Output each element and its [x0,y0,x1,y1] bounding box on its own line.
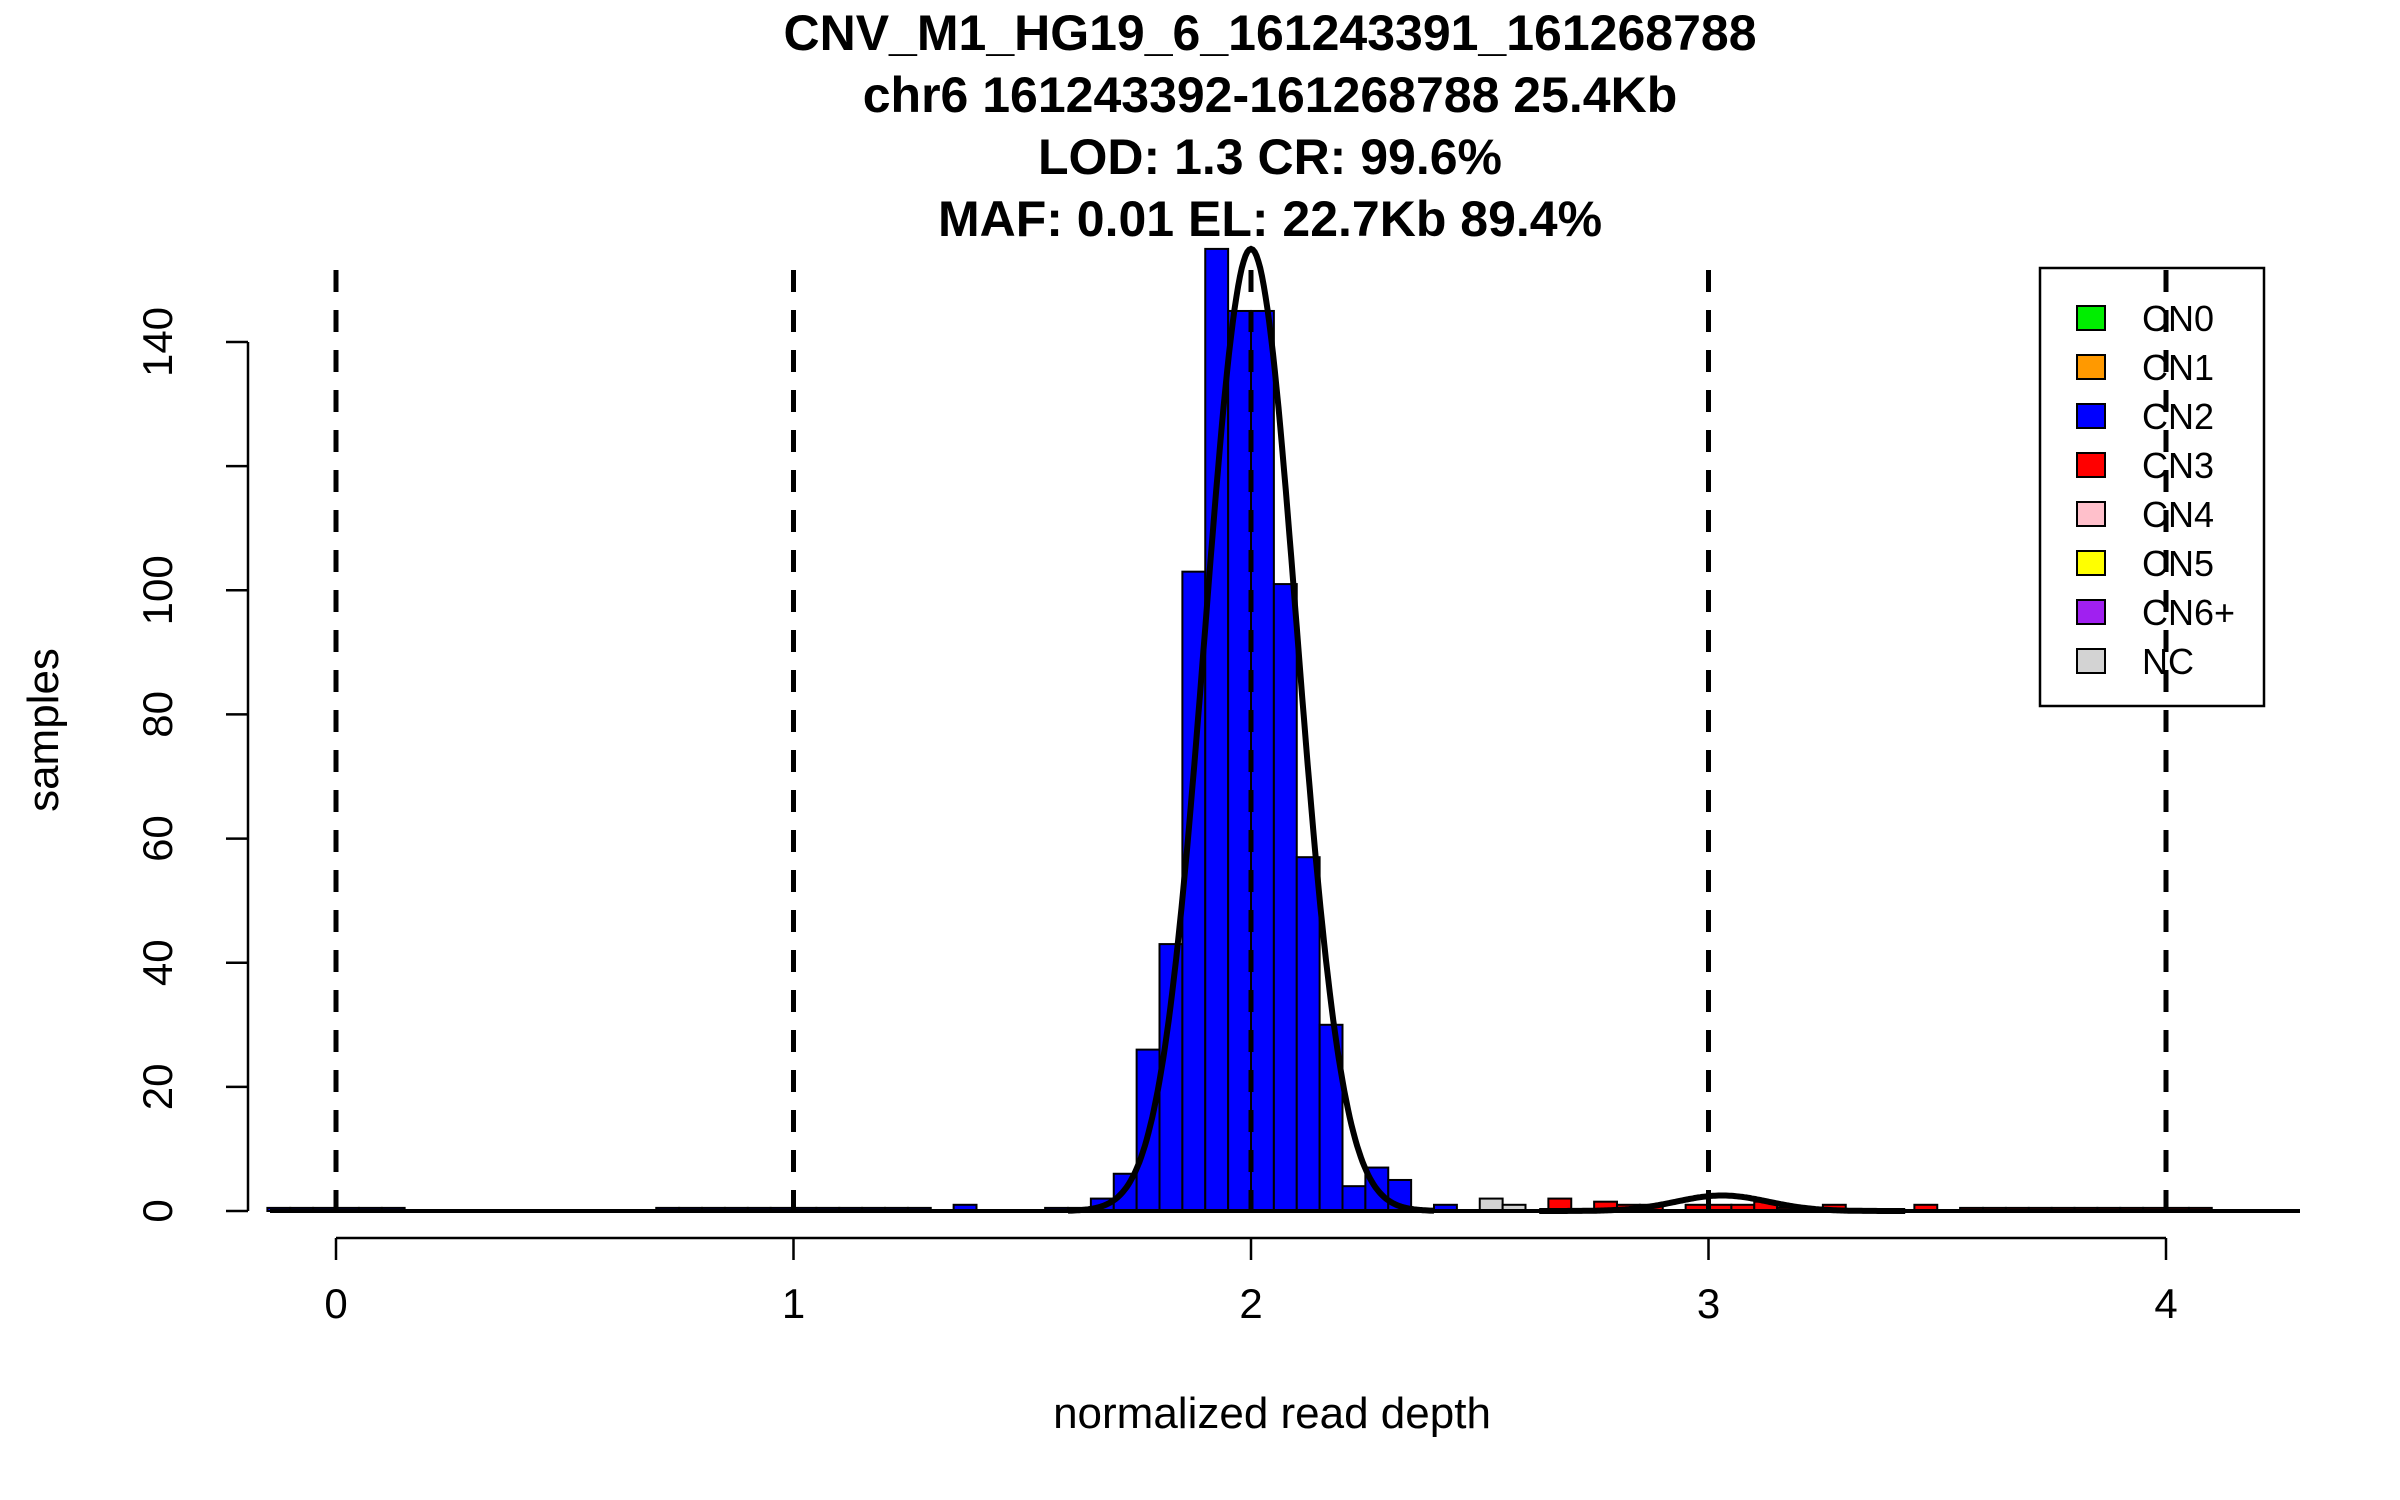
y-tick-label-100: 100 [134,555,181,625]
x-tick-label-2: 2 [1239,1280,1262,1327]
y-tick-label-60: 60 [134,815,181,862]
legend-swatch-cn1 [2076,354,2106,380]
legend-swatch-cn3 [2076,452,2106,478]
bar-30 [1295,856,1321,1212]
legend-swatch-cn5 [2076,550,2106,576]
legend-label-cn0: CN0 [2142,298,2214,339]
x-tick-label-3: 3 [1697,1280,1720,1327]
legend-swatch-nc [2076,648,2106,674]
title-line-2: chr6 161243392-161268788 25.4Kb [863,67,1678,123]
legend-label-cn2: CN2 [2142,396,2214,437]
chart-title: CNV_M1_HG19_6_161243391_161268788 chr6 1… [783,5,1756,247]
legend-swatch-cn6+ [2076,599,2106,625]
legend-swatch-cn0 [2076,305,2106,331]
x-tick-label-4: 4 [2154,1280,2177,1327]
y-tick-label-40: 40 [134,939,181,986]
y-axis: 0 20 40 60 80 100 140 [134,307,250,1223]
legend-label-cn3: CN3 [2142,445,2214,486]
legend-label-cn1: CN1 [2142,347,2214,388]
legend-swatch-cn4 [2076,501,2106,527]
bar-28 [1250,309,1275,1212]
legend-label-cn5: CN5 [2142,543,2214,584]
histogram-bars [266,247,2213,1213]
title-line-1: CNV_M1_HG19_6_161243391_161268788 [783,5,1756,61]
legend-box [2038,266,2266,708]
fit-curve-0 [1067,245,1435,1214]
x-axis: 0 1 2 3 4 [324,1236,2178,1327]
y-tick-label-80: 80 [134,691,181,738]
legend-swatch-cn2 [2076,403,2106,429]
title-line-3: LOD: 1.3 CR: 99.6% [1038,129,1502,185]
y-tick-label-140: 140 [134,307,181,377]
y-tick-label-0: 0 [134,1199,181,1222]
x-axis-label: normalized read depth [1053,1389,1491,1438]
bar-29 [1272,583,1298,1212]
x-tick-label-1: 1 [782,1280,805,1327]
bar-32 [1341,1185,1367,1212]
x-tick-label-0: 0 [324,1280,347,1327]
y-axis-label: samples [19,648,68,812]
legend-label-cn6+: CN6+ [2142,592,2235,633]
y-tick-label-20: 20 [134,1063,181,1110]
bar-27 [1227,309,1252,1212]
title-line-4: MAF: 0.01 EL: 22.7Kb 89.4% [938,191,1602,247]
legend-label-cn4: CN4 [2142,494,2214,535]
